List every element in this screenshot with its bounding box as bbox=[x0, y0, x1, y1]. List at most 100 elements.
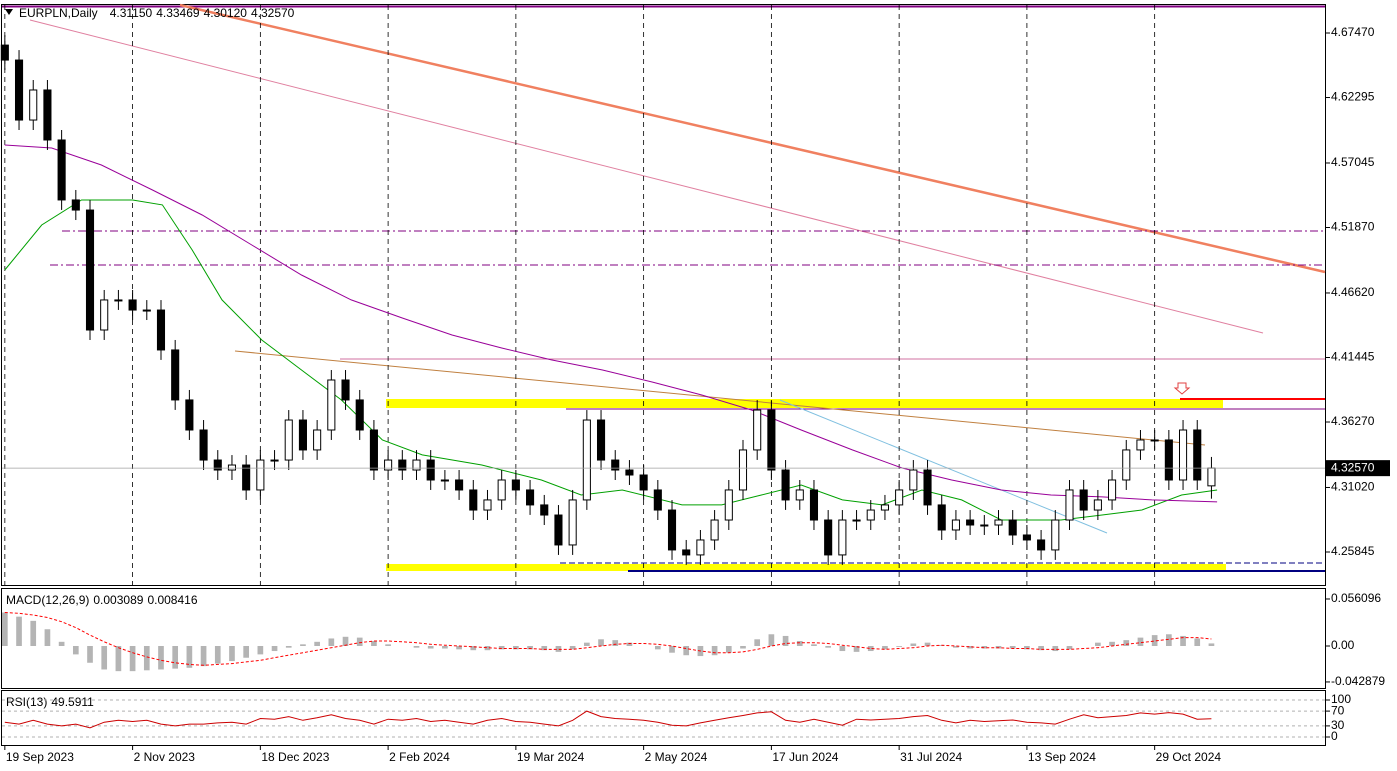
x-tick-label: 13 Sep 2024 bbox=[1028, 750, 1096, 764]
candle-body bbox=[526, 489, 535, 506]
candle-body bbox=[156, 309, 166, 351]
candle-body bbox=[199, 429, 208, 461]
candle-body bbox=[100, 299, 109, 331]
candle-body bbox=[57, 139, 66, 201]
candle-body bbox=[1108, 479, 1117, 501]
low-value: 4.30120 bbox=[204, 6, 248, 20]
candle-body bbox=[880, 504, 889, 511]
candle-body bbox=[327, 379, 336, 431]
candle-body bbox=[767, 409, 776, 471]
candle-body bbox=[781, 469, 790, 501]
candle-body bbox=[355, 399, 364, 431]
candle-body bbox=[341, 379, 350, 401]
candle-body bbox=[1207, 467, 1216, 487]
price-label-box bbox=[1326, 460, 1390, 477]
x-tick-label: 29 Oct 2024 bbox=[1156, 750, 1222, 764]
x-tick-label: 18 Dec 2023 bbox=[261, 750, 329, 764]
candle-body bbox=[1022, 534, 1031, 541]
price-label: 4.32570 bbox=[1331, 460, 1375, 474]
candle-body bbox=[313, 429, 322, 451]
candle-body bbox=[696, 539, 705, 556]
candle-body bbox=[809, 489, 819, 521]
candle-body bbox=[1093, 499, 1102, 511]
candle-body bbox=[554, 514, 563, 546]
rsi-value: 49.5911 bbox=[51, 695, 94, 709]
candle-body bbox=[284, 419, 293, 461]
moving-average bbox=[4, 144, 1218, 503]
rsi-panel bbox=[1, 690, 1326, 746]
candle-body bbox=[85, 209, 95, 331]
candle-body bbox=[1037, 539, 1046, 551]
y-tick-label: 70 bbox=[1331, 703, 1345, 717]
x-tick-label: 17 Jun 2024 bbox=[772, 750, 838, 764]
y-tick-label: 4.31020 bbox=[1331, 480, 1375, 494]
candle-body bbox=[369, 429, 378, 471]
x-tick-label: 2 Nov 2023 bbox=[134, 750, 196, 764]
candle-body bbox=[795, 489, 804, 501]
candle-body bbox=[824, 519, 833, 556]
signal-value: 0.008416 bbox=[147, 593, 197, 607]
candle-body bbox=[1065, 489, 1074, 521]
y-tick-label: 30 bbox=[1331, 718, 1345, 732]
candle-body bbox=[128, 299, 137, 311]
rsi-line bbox=[4, 710, 1212, 729]
y-tick-label: 4.67470 bbox=[1331, 25, 1375, 39]
candle-body bbox=[909, 469, 918, 491]
trendline bbox=[234, 350, 1206, 446]
y-tick-label: 0 bbox=[1331, 729, 1338, 743]
indicator-name: RSI(13) bbox=[6, 695, 47, 709]
candle-body bbox=[1008, 519, 1017, 536]
y-tick-label: 4.51870 bbox=[1331, 220, 1375, 234]
candle-body bbox=[142, 309, 151, 312]
candle-body bbox=[14, 59, 24, 121]
candle-body bbox=[866, 509, 875, 521]
candle-body bbox=[639, 474, 648, 491]
candle-body bbox=[1150, 439, 1159, 442]
candle-body bbox=[540, 504, 549, 516]
candle-body bbox=[469, 489, 478, 511]
y-tick-label: 4.36270 bbox=[1331, 414, 1375, 428]
candle-body bbox=[0, 44, 9, 61]
chart-header: EURPLN,Daily 4.31150 4.33469 4.30120 4.32570 bbox=[19, 6, 295, 20]
candle-body bbox=[753, 409, 762, 451]
candle-body bbox=[114, 299, 123, 302]
candle-body bbox=[667, 509, 677, 551]
candle-body bbox=[653, 489, 662, 511]
candle-body bbox=[1079, 489, 1088, 511]
candle-body bbox=[227, 464, 237, 471]
signal-line bbox=[4, 612, 1212, 666]
candle-body bbox=[298, 419, 307, 451]
macd-panel bbox=[1, 588, 1326, 689]
candle-body bbox=[682, 549, 691, 556]
main-panel bbox=[1, 4, 1326, 586]
rsi-header: RSI(13) 49.5911 bbox=[6, 695, 94, 709]
candle-body bbox=[455, 479, 464, 491]
y-tick-label: 0.056096 bbox=[1331, 591, 1381, 605]
y-tick-label: 4.57045 bbox=[1331, 155, 1375, 169]
high-value: 4.33469 bbox=[156, 6, 200, 20]
candle-body bbox=[185, 399, 194, 431]
candle-body bbox=[568, 499, 577, 546]
open-value: 4.31150 bbox=[110, 6, 153, 20]
candle-body bbox=[710, 519, 719, 541]
y-tick-label: 100 bbox=[1331, 692, 1351, 706]
y-tick-label: 4.41445 bbox=[1331, 350, 1375, 364]
trendline bbox=[779, 399, 1108, 534]
candle-body bbox=[596, 419, 606, 461]
y-tick-label: 4.25845 bbox=[1331, 544, 1375, 558]
close-value: 4.32570 bbox=[251, 6, 295, 20]
y-tick-label: 4.46620 bbox=[1331, 285, 1375, 299]
candle-body bbox=[1164, 439, 1173, 481]
candle-body bbox=[923, 469, 932, 506]
macd-value: 0.003089 bbox=[93, 593, 143, 607]
candle-body bbox=[171, 349, 180, 401]
candle-body bbox=[1178, 429, 1188, 481]
candle-body bbox=[398, 459, 407, 471]
candle-body bbox=[29, 89, 38, 121]
indicator-name: MACD(12,26,9) bbox=[6, 593, 89, 607]
symbol: EURPLN,Daily bbox=[19, 6, 98, 20]
candle-body bbox=[242, 464, 251, 491]
